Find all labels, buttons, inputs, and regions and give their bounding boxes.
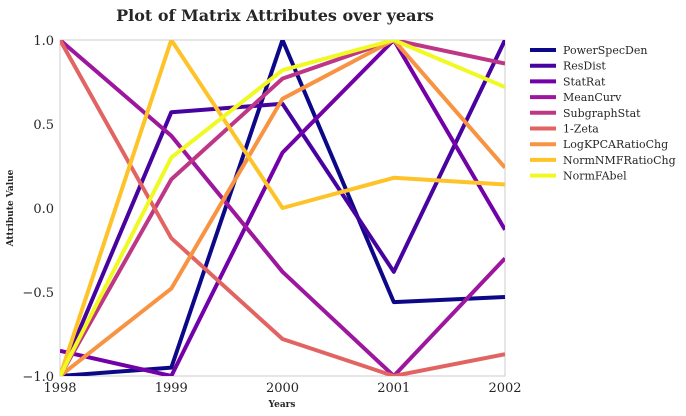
x-axis-ticks: 1998 1999 2000 2001 2002	[43, 381, 521, 396]
legend-item: 1-Zeta	[530, 123, 599, 136]
legend: PowerSpecDen ResDist StatRat MeanCurv Subgra…	[530, 44, 676, 183]
legend-label: ResDist	[563, 60, 606, 73]
legend-label: LogKPCARatioChg	[563, 138, 668, 151]
y-tick-label: 0.5	[33, 118, 54, 133]
legend-label: MeanCurv	[563, 91, 622, 104]
x-tick-label: 2000	[266, 381, 299, 396]
y-tick-label: −0.5	[22, 286, 54, 301]
x-tick-label: 1998	[43, 381, 76, 396]
y-axis-ticks: 1.0 0.5 0.0 −0.5 −1.0	[22, 34, 54, 385]
x-tick-label: 2002	[488, 381, 521, 396]
legend-label: StatRat	[563, 75, 606, 88]
legend-label: 1-Zeta	[563, 123, 599, 136]
x-tick-label: 2001	[377, 381, 410, 396]
x-axis-label: Years	[267, 400, 295, 410]
legend-label: SubgraphStat	[563, 107, 641, 120]
y-tick-label: 0.0	[33, 202, 54, 217]
legend-item: NormNMFRatioChg	[530, 154, 676, 167]
series-line-1-zeta	[60, 40, 505, 376]
legend-label: NormNMFRatioChg	[563, 154, 676, 167]
legend-item: SubgraphStat	[530, 107, 641, 120]
y-tick-label: 1.0	[33, 34, 54, 49]
series-line-logkpcaratiochg	[60, 40, 505, 376]
legend-item: ResDist	[530, 60, 606, 73]
series-line-subgraphstat	[60, 40, 505, 376]
series-line-normnmfratiochg	[60, 40, 505, 376]
series-lines	[60, 40, 505, 376]
series-line-resdist	[60, 40, 505, 376]
legend-item: PowerSpecDen	[530, 44, 647, 57]
legend-item: StatRat	[530, 75, 606, 88]
series-line-meancurv	[60, 40, 505, 376]
legend-item: LogKPCARatioChg	[530, 138, 668, 151]
legend-item: NormFAbel	[530, 170, 627, 183]
y-tick-label: −1.0	[22, 370, 54, 385]
series-line-powerspecden	[60, 40, 505, 376]
series-line-statrat	[60, 40, 505, 376]
legend-label: NormFAbel	[563, 170, 627, 183]
legend-label: PowerSpecDen	[563, 44, 647, 57]
series-line-normfabel	[60, 40, 505, 376]
x-tick-label: 1999	[155, 381, 188, 396]
chart-title: Plot of Matrix Attributes over years	[116, 6, 434, 25]
y-axis-label: Attribute Value	[6, 169, 16, 247]
legend-item: MeanCurv	[530, 91, 622, 104]
